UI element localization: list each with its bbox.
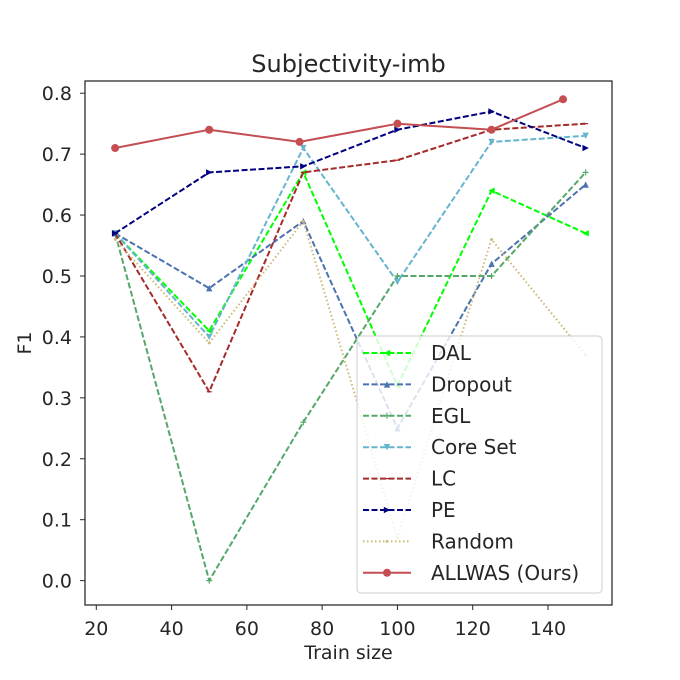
series-layer — [111, 95, 589, 584]
data-point-core-set — [206, 333, 213, 341]
series-line-pe — [114, 110, 586, 235]
data-point-dropout — [206, 284, 213, 292]
y-tick-label: 0.3 — [42, 388, 72, 410]
x-tick-label: 60 — [235, 618, 259, 640]
legend-label-lc: LC — [431, 467, 456, 491]
legend-label-egl: EGL — [431, 404, 471, 428]
series-line-core-set — [114, 134, 586, 338]
legend-label-dropout: Dropout — [431, 372, 512, 396]
legend-item-core-set: Core Set — [363, 435, 517, 459]
series-line-lc — [114, 122, 586, 393]
y-tick-label: 0.0 — [42, 571, 72, 593]
data-point-allwas-ours — [559, 95, 568, 104]
legend-item-egl: EGL — [363, 404, 471, 428]
legend: DAL Dropout EGL Core Set LC PE Random ALLWAS (O… — [356, 335, 603, 594]
series-line-dropout — [114, 183, 587, 430]
data-point-pe — [206, 169, 213, 176]
data-point-egl — [582, 169, 589, 176]
legend-item-pe: PE — [363, 498, 456, 522]
data-point-core-set — [394, 278, 401, 286]
legend-item-dal: DAL — [363, 341, 472, 365]
data-point-egl — [488, 272, 495, 279]
data-point-pe — [394, 126, 401, 133]
data-point-pe — [111, 230, 119, 237]
legend-item-allwas-ours: ALLWAS (Ours) — [363, 561, 579, 585]
data-point-random — [113, 238, 117, 241]
data-point-pe — [488, 108, 495, 115]
data-point-allwas-ours — [295, 137, 304, 146]
series-pe — [111, 108, 589, 237]
legend-marker-dal — [383, 349, 391, 357]
data-point-allwas-ours — [205, 125, 214, 134]
x-tick-label: 120 — [455, 618, 491, 640]
legend-label-allwas-ours: ALLWAS (Ours) — [431, 561, 579, 585]
chart-title: Subjectivity-imb — [251, 50, 445, 78]
y-tick-label: 0.2 — [42, 449, 72, 471]
legend-label-dal: DAL — [431, 341, 472, 365]
series-line-dal — [114, 171, 587, 387]
y-tick-label: 0.5 — [42, 266, 72, 288]
series-line-egl — [114, 171, 587, 582]
x-tick-label: 20 — [84, 618, 108, 640]
x-axis-ticks: 20 40 60 80 100 120 140 — [84, 605, 566, 640]
data-point-random — [301, 219, 305, 223]
series-line-allwas-ours — [114, 98, 564, 149]
data-point-dal — [488, 187, 495, 194]
series-allwas-ours — [111, 95, 568, 153]
data-point-egl — [206, 577, 213, 584]
data-point-core-set — [582, 132, 589, 140]
legend-marker-random — [385, 540, 389, 543]
x-tick-label: 100 — [379, 618, 415, 640]
data-point-core-set — [300, 144, 307, 152]
x-tick-label: 80 — [310, 618, 334, 640]
series-line-random — [114, 220, 587, 539]
y-tick-label: 0.7 — [42, 144, 72, 166]
data-point-random — [207, 341, 211, 345]
legend-marker-pe — [383, 506, 391, 514]
x-tick-label: 40 — [159, 618, 183, 640]
data-point-pe — [582, 144, 589, 152]
legend-item-random: Random — [363, 529, 514, 553]
data-point-dropout — [582, 181, 589, 188]
y-tick-label: 0.4 — [42, 327, 72, 349]
x-axis-title: Train size — [303, 642, 392, 664]
legend-marker-allwas-ours — [383, 568, 391, 577]
data-point-dropout — [488, 260, 495, 267]
data-point-core-set — [488, 138, 495, 146]
data-point-allwas-ours — [111, 144, 120, 153]
data-point-random — [490, 238, 493, 241]
y-tick-label: 0.1 — [42, 510, 72, 532]
data-point-egl — [394, 272, 401, 279]
legend-box — [356, 335, 603, 594]
legend-marker-core-set — [383, 444, 391, 451]
data-point-egl — [300, 419, 307, 426]
data-point-allwas-ours — [393, 119, 402, 128]
legend-item-dropout: Dropout — [363, 372, 512, 396]
legend-marker-egl — [384, 412, 390, 419]
legend-label-pe: PE — [431, 498, 456, 522]
x-tick-label: 140 — [530, 618, 566, 640]
legend-item-lc: LC — [363, 467, 456, 491]
data-point-dal — [582, 230, 589, 237]
data-point-pe — [300, 163, 307, 170]
y-tick-label: 0.8 — [42, 83, 72, 105]
y-axis-ticks: 0.0 0.1 0.2 0.3 0.4 0.5 0.6 0.7 0.8 — [42, 83, 85, 593]
y-tick-label: 0.6 — [42, 205, 72, 227]
data-point-allwas-ours — [487, 125, 496, 134]
legend-label-random: Random — [431, 529, 514, 553]
legend-marker-dropout — [383, 381, 391, 388]
legend-label-core-set: Core Set — [431, 435, 517, 459]
y-axis-title: F1 — [14, 331, 36, 354]
